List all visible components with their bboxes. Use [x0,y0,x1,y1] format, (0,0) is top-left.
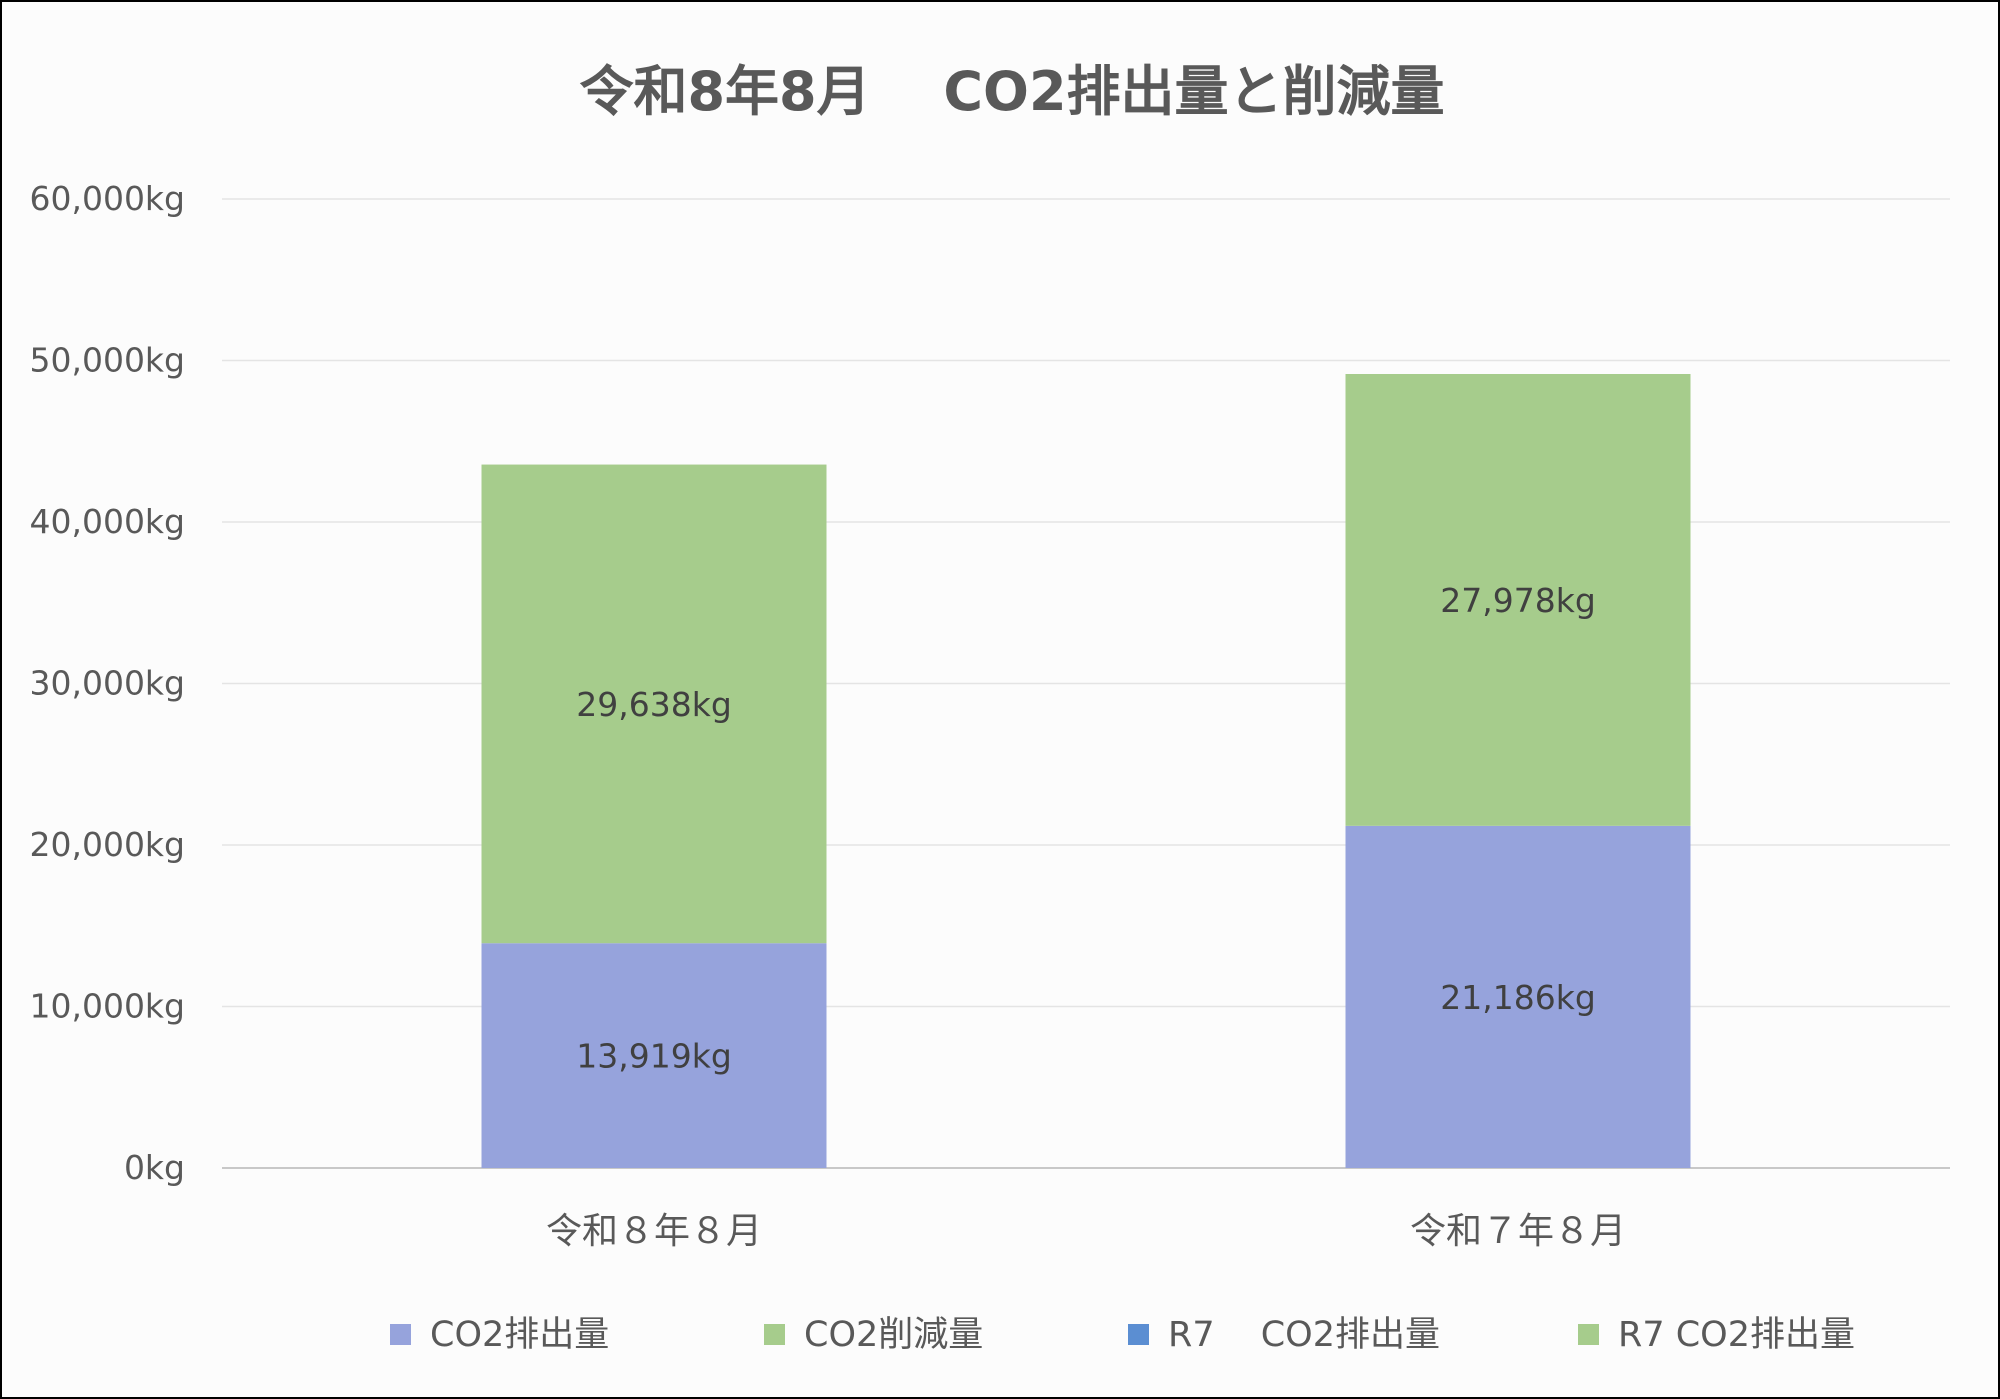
legend-swatch [390,1324,411,1345]
y-axis: 0kg 10,000kg 20,000kg 30,000kg 40,000kg 50,00… [29,179,185,1187]
data-label: 27,978kg [1440,581,1596,620]
chart-title: 令和8年8月 CO2排出量と削減量 [579,60,1444,123]
legend-swatch [764,1324,785,1345]
legend-label: CO2削減量 [804,1315,983,1355]
y-tick-label: 40,000kg [29,502,185,541]
y-tick-label: 10,000kg [29,987,185,1026]
bar-segment [481,464,827,944]
bar-segment [481,943,827,1168]
data-label: 13,919kg [576,1037,732,1076]
legend-item: CO2排出量 [390,1315,609,1355]
y-tick-label: 30,000kg [29,664,185,703]
legend-swatch [1578,1324,1599,1345]
legend-label: CO2排出量 [430,1315,609,1355]
legend: CO2排出量 CO2削減量 R7 CO2排出量 R7 CO2排出量 [390,1315,1855,1355]
bar-segment [1345,374,1691,826]
data-label: 29,638kg [576,685,732,724]
data-labels: 13,919kg 29,638kg 21,186kg 27,978kg [576,581,1596,1076]
data-label: 21,186kg [1440,978,1596,1017]
y-tick-label: 60,000kg [29,179,185,218]
legend-item: R7 CO2排出量 [1578,1315,1855,1355]
x-tick-label: 令和８年８月 [546,1211,762,1252]
y-tick-label: 50,000kg [29,341,185,380]
legend-item: R7 CO2排出量 [1128,1315,1440,1355]
y-tick-label: 20,000kg [29,825,185,864]
legend-swatch [1128,1324,1149,1345]
legend-label: R7 CO2排出量 [1168,1315,1440,1355]
legend-label: R7 CO2排出量 [1618,1315,1855,1355]
legend-item: CO2削減量 [764,1315,983,1355]
y-tick-label: 0kg [124,1148,185,1187]
bars [481,374,1691,1168]
x-axis: 令和８年８月 令和７年８月 [546,1211,1626,1252]
gridlines [222,198,1950,1169]
x-tick-label: 令和７年８月 [1410,1211,1626,1252]
bar-segment [1345,825,1691,1168]
